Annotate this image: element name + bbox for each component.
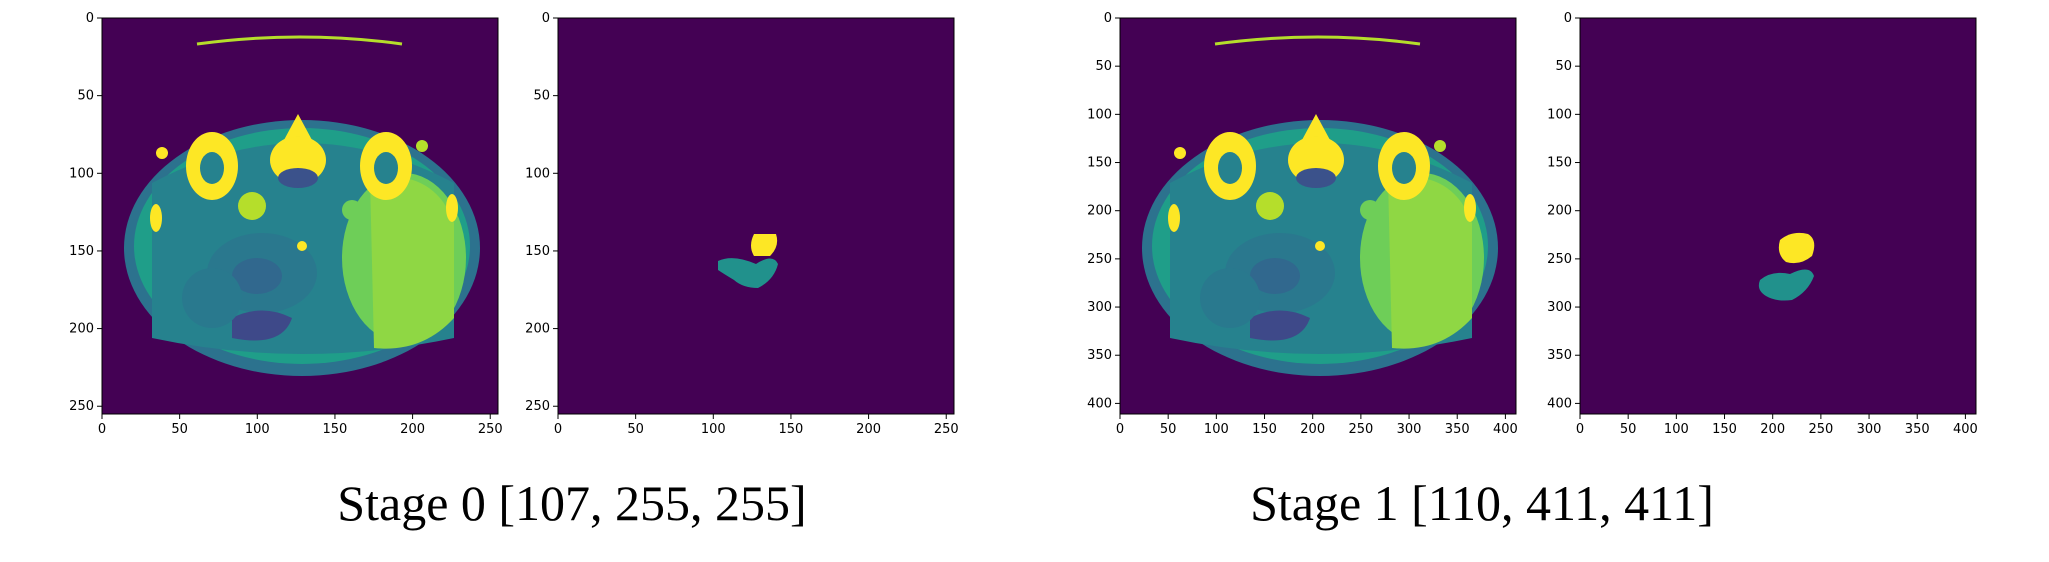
x-tick-label: 100 [1664,422,1689,437]
stage0-mask-svg: 0 50 100 150 200 250 0 50 100 150 200 250 [525,11,959,437]
y-tick-label: 150 [1087,156,1112,171]
stage1-ct-svg: 0 50 100 150 200 250 300 350 400 0 50 100 150 200 250… [1087,11,1518,437]
x-tick-label: 250 [1348,422,1373,437]
y-tick-label: 250 [69,399,94,414]
x-tick-label: 250 [478,422,503,437]
x-tick-label: 300 [1857,422,1882,437]
x-tick-label: 100 [1204,422,1229,437]
stage1-mask-x-ticks: 0 50 100 150 200 250 300 350 400 [1576,414,1978,437]
stage1-mask-svg: 0 50 100 150 200 250 300 350 400 0 50 100 150 200 250… [1547,11,1978,437]
y-tick-label: 0 [542,11,550,26]
x-tick-label: 0 [1116,422,1124,437]
x-tick-label: 300 [1397,422,1422,437]
x-tick-label: 50 [1160,422,1177,437]
stage0-ct-x-ticks: 0 50 100 150 200 250 [98,414,503,437]
mask-segmentation-stage1 [1758,232,1815,301]
y-tick-label: 250 [1087,252,1112,267]
stage0-mask-y-ticks: 0 50 100 150 200 250 [525,11,558,414]
x-tick-label: 400 [1493,422,1518,437]
x-tick-label: 200 [400,422,425,437]
y-tick-label: 300 [1547,300,1572,315]
y-tick-label: 200 [525,322,550,337]
x-tick-label: 50 [627,422,644,437]
y-tick-label: 50 [1095,59,1112,74]
y-tick-label: 250 [525,399,550,414]
y-tick-label: 400 [1547,396,1572,411]
x-tick-label: 250 [1808,422,1833,437]
x-tick-label: 150 [779,422,804,437]
x-tick-label: 0 [554,422,562,437]
y-tick-label: 250 [1547,252,1572,267]
x-tick-label: 50 [1620,422,1637,437]
stage1-mask-y-ticks: 0 50 100 150 200 250 300 350 400 [1547,11,1580,411]
y-tick-label: 350 [1087,348,1112,363]
y-tick-label: 0 [1104,11,1112,26]
stage0-mask-x-ticks: 0 50 100 150 200 250 [554,414,959,437]
y-tick-label: 100 [69,166,94,181]
x-tick-label: 0 [98,422,106,437]
x-tick-label: 0 [1576,422,1584,437]
x-tick-label: 200 [856,422,881,437]
x-tick-label: 400 [1953,422,1978,437]
stage0-ct-svg: 0 50 100 150 200 250 0 50 100 150 200 250 [69,11,503,437]
x-tick-label: 350 [1445,422,1470,437]
x-tick-label: 100 [701,422,726,437]
y-tick-label: 150 [69,244,94,259]
y-tick-label: 150 [1547,156,1572,171]
y-tick-label: 200 [1087,204,1112,219]
y-tick-label: 350 [1547,348,1572,363]
y-tick-label: 50 [77,89,94,104]
ct-slice-stage1 [1142,35,1498,376]
stage1-ct-x-ticks: 0 50 100 150 200 250 300 350 400 [1116,414,1518,437]
stage1-caption: Stage 1 [110, 411, 411] [1250,475,1714,531]
y-tick-label: 300 [1087,300,1112,315]
stage0-mask-plot: 0 50 100 150 200 250 0 50 100 150 200 250 [508,0,968,440]
x-tick-label: 150 [1712,422,1737,437]
stage0-ct-y-ticks: 0 50 100 150 200 250 [69,11,102,414]
x-tick-label: 150 [323,422,348,437]
stage0-ct-plot: 0 50 100 150 200 250 0 50 100 150 200 250 [52,0,512,440]
y-tick-label: 0 [86,11,94,26]
x-tick-label: 200 [1300,422,1325,437]
y-tick-label: 100 [1547,107,1572,122]
y-tick-label: 150 [525,244,550,259]
y-tick-label: 100 [525,166,550,181]
mask-background [558,18,954,414]
y-tick-label: 400 [1087,396,1112,411]
y-tick-label: 0 [1564,11,1572,26]
y-tick-label: 200 [1547,204,1572,219]
x-tick-label: 100 [245,422,270,437]
y-tick-label: 100 [1087,107,1112,122]
x-tick-label: 250 [934,422,959,437]
ct-slice-stage0 [124,35,480,376]
stage1-mask-plot: 0 50 100 150 200 250 300 350 400 0 50 100 150 200 250… [1530,0,1990,440]
y-tick-label: 50 [533,89,550,104]
y-tick-label: 50 [1555,59,1572,74]
mask-segmentation-stage0 [718,234,778,288]
stage1-ct-plot: 0 50 100 150 200 250 300 350 400 0 50 100 150 200 250… [1070,0,1530,440]
stage1-ct-y-ticks: 0 50 100 150 200 250 300 350 400 [1087,11,1120,411]
x-tick-label: 350 [1905,422,1930,437]
x-tick-label: 150 [1252,422,1277,437]
x-tick-label: 200 [1760,422,1785,437]
x-tick-label: 50 [171,422,188,437]
stage0-caption: Stage 0 [107, 255, 255] [337,475,807,531]
y-tick-label: 200 [69,322,94,337]
